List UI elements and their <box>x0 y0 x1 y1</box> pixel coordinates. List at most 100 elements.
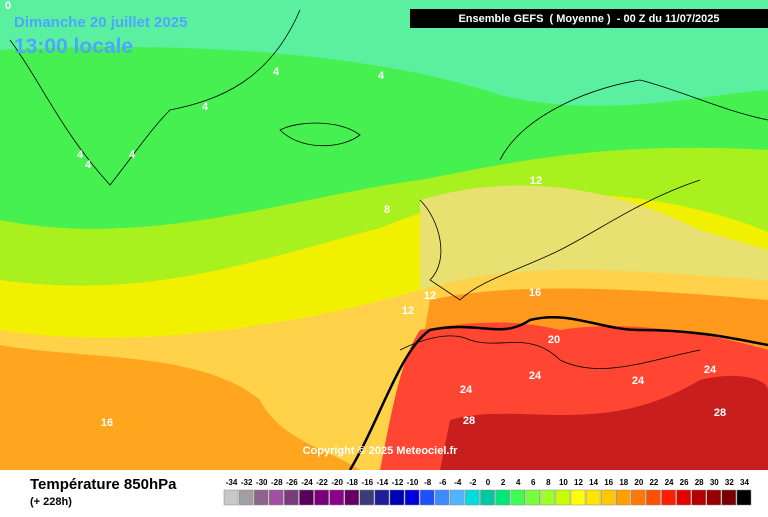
scale-label: 8 <box>546 478 551 487</box>
time: 13:00 locale <box>14 35 133 58</box>
color-swatch <box>570 489 586 506</box>
contour-label: 20 <box>548 334 560 346</box>
contour-label: 24 <box>632 375 645 387</box>
scale-label: -32 <box>241 478 253 487</box>
coastline <box>399 335 701 369</box>
scale-label: -34 <box>226 478 238 487</box>
contour-label: 4 <box>77 149 84 161</box>
color-swatch <box>736 489 752 506</box>
contour-label: 28 <box>463 415 475 427</box>
scale-label: 14 <box>589 478 598 487</box>
legend-title: Température 850hPa <box>30 476 177 493</box>
contour-label: 4 <box>378 70 385 82</box>
color-swatch <box>676 489 691 506</box>
scale-label: 4 <box>516 478 521 487</box>
zone <box>440 375 768 470</box>
color-swatch <box>344 489 360 506</box>
scale-label: 26 <box>680 478 689 487</box>
scale-label: 20 <box>634 478 643 487</box>
contour-label: 4 <box>202 101 209 113</box>
scale-label: 30 <box>710 478 719 487</box>
color-swatch <box>419 489 435 506</box>
contour-label: 4 <box>129 149 136 161</box>
color-swatch <box>525 489 541 506</box>
color-swatch <box>721 489 737 506</box>
scale-label: 2 <box>501 478 506 487</box>
scale-label: -10 <box>407 478 419 487</box>
scale-label: -8 <box>424 478 432 487</box>
contour-label: 8 <box>384 204 390 216</box>
scale-label: -22 <box>316 478 328 487</box>
scale-label: 24 <box>665 478 674 487</box>
color-swatch <box>495 489 510 506</box>
contour-label: 24 <box>460 384 473 396</box>
color-swatch <box>238 489 254 506</box>
color-swatch <box>465 489 480 506</box>
color-swatch <box>434 489 450 506</box>
contour-label: 16 <box>529 287 541 299</box>
color-swatch <box>389 489 405 506</box>
scale-label: 28 <box>695 478 704 487</box>
scale-label: 34 <box>740 478 749 487</box>
color-swatch <box>631 489 646 506</box>
color-scale: -34 -32 -30 -28 -26 -24 -22 -20 -18 -16 -14 -12 -10-… <box>223 478 752 506</box>
scale-label: -28 <box>271 478 283 487</box>
scale-label: -18 <box>346 478 358 487</box>
color-swatch <box>374 489 390 506</box>
coastline <box>499 79 768 161</box>
zone <box>0 345 360 470</box>
scale-label: -2 <box>469 478 477 487</box>
color-swatch <box>450 489 465 506</box>
contour-label: 16 <box>101 417 113 429</box>
scale-label: -6 <box>439 478 447 487</box>
coastline <box>9 9 301 186</box>
color-swatch <box>585 489 601 506</box>
color-swatch <box>615 489 631 506</box>
contour-label: 24 <box>529 370 542 382</box>
coastline <box>419 179 701 301</box>
contour-label: 28 <box>714 407 726 419</box>
coastline <box>279 122 361 147</box>
color-swatch <box>329 489 344 506</box>
color-swatch <box>691 489 706 506</box>
scale-label: -26 <box>286 478 298 487</box>
contour-label: 0 <box>5 0 11 12</box>
color-swatch <box>510 489 525 506</box>
color-swatch <box>314 489 329 506</box>
scale-label: -4 <box>454 478 462 487</box>
color-swatch <box>299 489 314 506</box>
color-swatch <box>646 489 661 506</box>
color-swatch <box>284 489 299 506</box>
scale-label: -24 <box>301 478 313 487</box>
date: Dimanche 20 juillet 2025 <box>14 14 187 31</box>
color-swatch <box>253 489 269 506</box>
scale-label: 0 <box>486 478 491 487</box>
scale-label: -30 <box>256 478 268 487</box>
color-swatch <box>661 489 676 506</box>
scale-label: -14 <box>377 478 389 487</box>
color-swatch <box>706 489 722 506</box>
color-swatch <box>223 489 239 506</box>
scale-label: -20 <box>331 478 343 487</box>
color-swatch <box>555 489 571 506</box>
isotherm <box>348 315 768 471</box>
scale-label: 12 <box>574 478 583 487</box>
scale-label: -12 <box>392 478 404 487</box>
scale-label: -16 <box>362 478 374 487</box>
scale-label: 18 <box>619 478 628 487</box>
contour-label: 12 <box>402 305 414 317</box>
color-swatch <box>600 489 616 506</box>
color-swatch <box>359 489 375 506</box>
scale-label: 32 <box>725 478 734 487</box>
scale-label: 22 <box>649 478 658 487</box>
scale-label: 10 <box>559 478 568 487</box>
run-banner <box>410 9 768 28</box>
color-swatch <box>540 489 556 506</box>
scale-label: 6 <box>531 478 536 487</box>
contour-label: 4 <box>273 66 280 78</box>
contour-label: 24 <box>704 364 717 376</box>
color-swatch <box>404 489 420 506</box>
